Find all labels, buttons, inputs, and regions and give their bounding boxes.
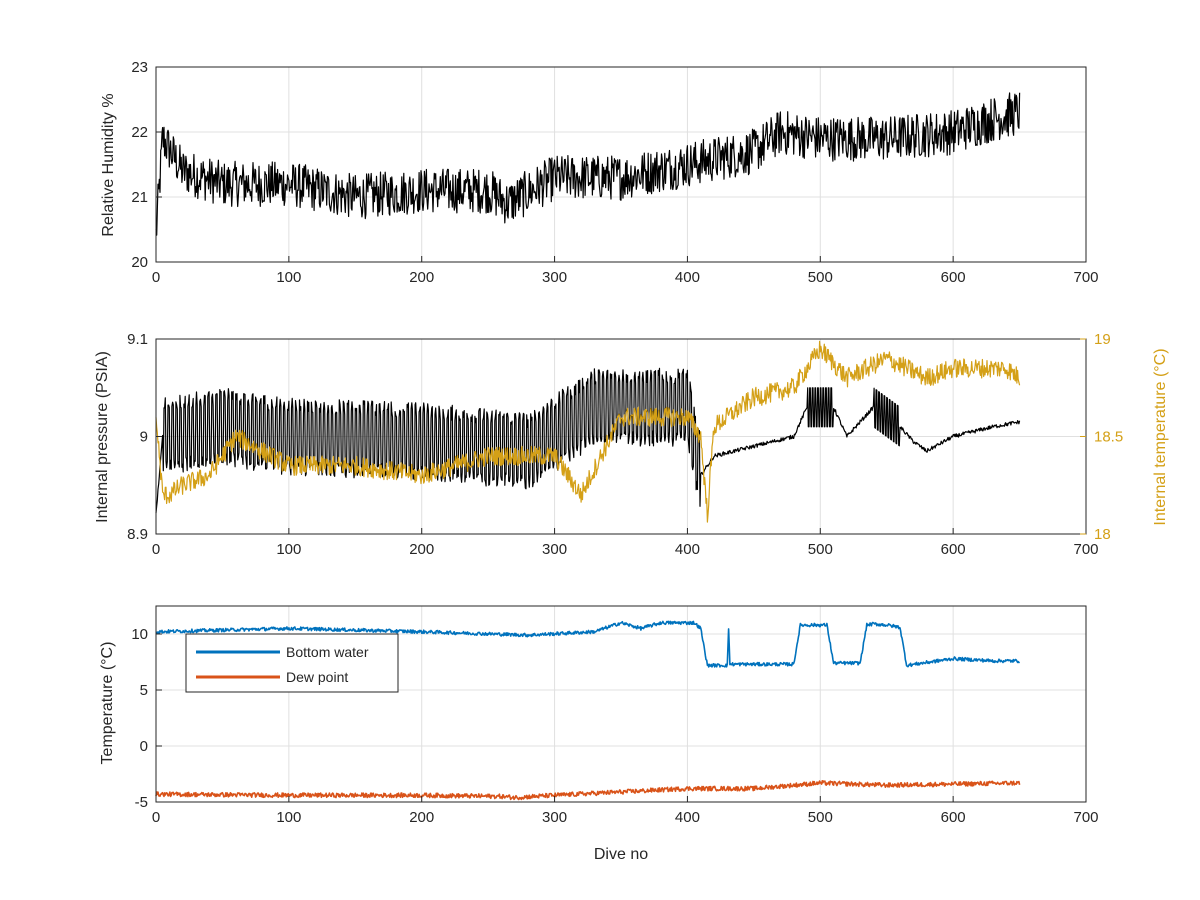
pressure-y2-label: Internal temperature (°C) [1152,348,1169,525]
temperature-series-layer [155,620,1021,801]
x-tick-label: 600 [941,269,966,286]
y-tick-label: 22 [131,124,148,141]
series-line-bottom-water [155,620,1020,668]
x-tick-label: 500 [808,809,833,826]
temperature-y-label: Temperature (°C) [99,642,116,765]
series-line-dew-point [155,779,1021,801]
x-tick-label: 0 [152,541,160,558]
pressure-y-ticks: 8.9 9 9.1 [127,331,162,543]
x-tick-label: 100 [276,269,301,286]
y-tick-label: 5 [140,682,148,699]
legend-label-dew-point: Dew point [286,669,348,685]
x-tick-label: 300 [542,541,567,558]
x-tick-label: 200 [409,269,434,286]
x-tick-label: 400 [675,269,700,286]
x-tick-label: 400 [675,541,700,558]
series-line-1-1 [155,340,1021,523]
x-tick-label: 0 [152,809,160,826]
x-tick-label: 700 [1073,809,1098,826]
y-tick-label: 8.9 [127,526,148,543]
x-tick-label: 700 [1073,269,1098,286]
legend-label-bottom-water: Bottom water [286,644,369,660]
humidity-panel: 0 100 200 300 400 500 600 700 20 21 22 23 Relative… [100,59,1099,286]
y-tick-label: 9.1 [127,331,148,348]
legend: Bottom water Dew point [185,633,399,693]
pressure-x-ticks: 0 100 200 300 400 500 600 700 [152,528,1099,558]
y2-tick-label: 18 [1094,526,1111,543]
pressure-y2-ticks: 18 18.5 19 [1080,331,1123,543]
y-tick-label: 0 [140,738,148,755]
x-tick-label: 500 [808,541,833,558]
pressure-series-layer [155,340,1021,523]
x-tick-label: 400 [675,809,700,826]
y-tick-label: 20 [131,254,148,271]
humidity-y-ticks: 20 21 22 23 [131,59,162,271]
x-tick-label: 100 [276,809,301,826]
y-tick-label: 21 [131,189,148,206]
temperature-x-ticks: 0 100 200 300 400 500 600 700 [152,796,1099,826]
x-tick-label: 300 [542,809,567,826]
x-tick-label: 600 [941,809,966,826]
y-tick-label: 10 [131,626,148,643]
temperature-x-label: Dive no [594,846,648,863]
y-tick-label: -5 [135,794,148,811]
pressure-y-label: Internal pressure (PSIA) [94,351,111,523]
y-tick-label: 23 [131,59,148,76]
series-line-0-0 [155,92,1021,236]
x-tick-label: 700 [1073,541,1098,558]
humidity-series-layer [155,92,1021,236]
x-tick-label: 0 [152,269,160,286]
temperature-axes-frame [155,605,1087,803]
pressure-panel: 0 100 200 300 400 500 600 700 8.999.1 1818.519 … [94,331,1169,558]
x-tick-label: 500 [808,269,833,286]
x-tick-label: 200 [409,541,434,558]
x-tick-label: 300 [542,269,567,286]
y-tick-label: 9 [140,429,148,446]
y2-tick-label: 18.5 [1094,429,1123,446]
x-tick-label: 100 [276,541,301,558]
x-tick-label: 600 [941,541,966,558]
y2-tick-label: 19 [1094,331,1111,348]
humidity-y-label: Relative Humidity % [100,93,117,236]
x-tick-label: 200 [409,809,434,826]
legend-box [185,633,399,693]
series-line-1-0 [155,367,1021,514]
humidity-x-ticks: 0 100 200 300 400 500 600 700 [152,256,1099,286]
humidity-axes-frame [155,66,1087,263]
temperature-y-ticks: -5 0 5 10 [131,626,162,811]
